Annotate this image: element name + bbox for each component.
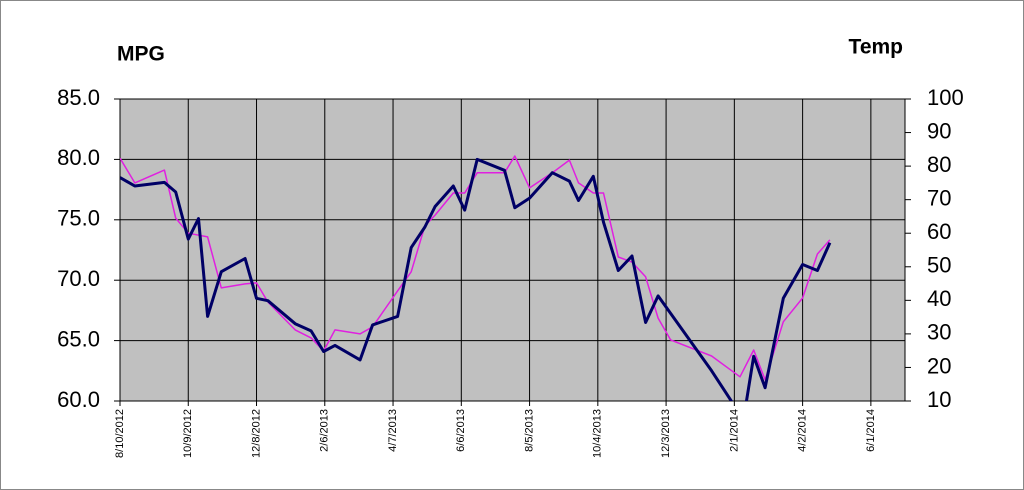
y2-tick-label: 80	[927, 152, 951, 177]
x-tick-label: 8/5/2013	[523, 409, 535, 452]
y-tick-label: 80.0	[57, 145, 100, 170]
y2-tick-label: 90	[927, 118, 951, 143]
y2-tick-label: 50	[927, 253, 951, 278]
y-tick-label: 60.0	[57, 387, 100, 412]
x-tick-label: 12/3/2013	[660, 409, 672, 458]
y-axis-title: MPG	[117, 43, 165, 66]
y2-tick-label: 20	[927, 353, 951, 378]
plot-border	[119, 98, 906, 402]
y-tick-label: 70.0	[57, 266, 100, 291]
plot-area	[120, 99, 905, 401]
y2-tick-label: 60	[927, 219, 951, 244]
x-tick-label: 4/2/2014	[797, 409, 809, 452]
y-tick-label: 65.0	[57, 326, 100, 351]
x-tick-label: 10/9/2012	[182, 409, 194, 458]
y-tick-label: 75.0	[57, 206, 100, 231]
y2-tick-label: 70	[927, 185, 951, 210]
y-tick-label: 85.0	[57, 85, 100, 110]
y2-tick-label: 40	[927, 286, 951, 311]
x-tick-label: 6/6/2013	[455, 409, 467, 452]
y2-tick-label: 100	[927, 85, 964, 110]
x-tick-label: 12/8/2012	[250, 409, 262, 458]
y2-tick-label: 30	[927, 320, 951, 345]
x-tick-label: 10/4/2013	[592, 409, 604, 458]
x-tick-label: 6/1/2014	[865, 409, 877, 452]
x-tick-label: 2/6/2013	[319, 409, 331, 452]
x-tick-label: 8/10/2012	[114, 409, 126, 458]
x-tick-label: 2/1/2014	[728, 409, 740, 452]
y2-axis-title: Temp	[849, 36, 903, 59]
x-tick-label: 4/7/2013	[387, 409, 399, 452]
series-line	[120, 157, 832, 401]
y2-tick-label: 10	[927, 387, 951, 412]
plot-lines	[120, 155, 832, 401]
